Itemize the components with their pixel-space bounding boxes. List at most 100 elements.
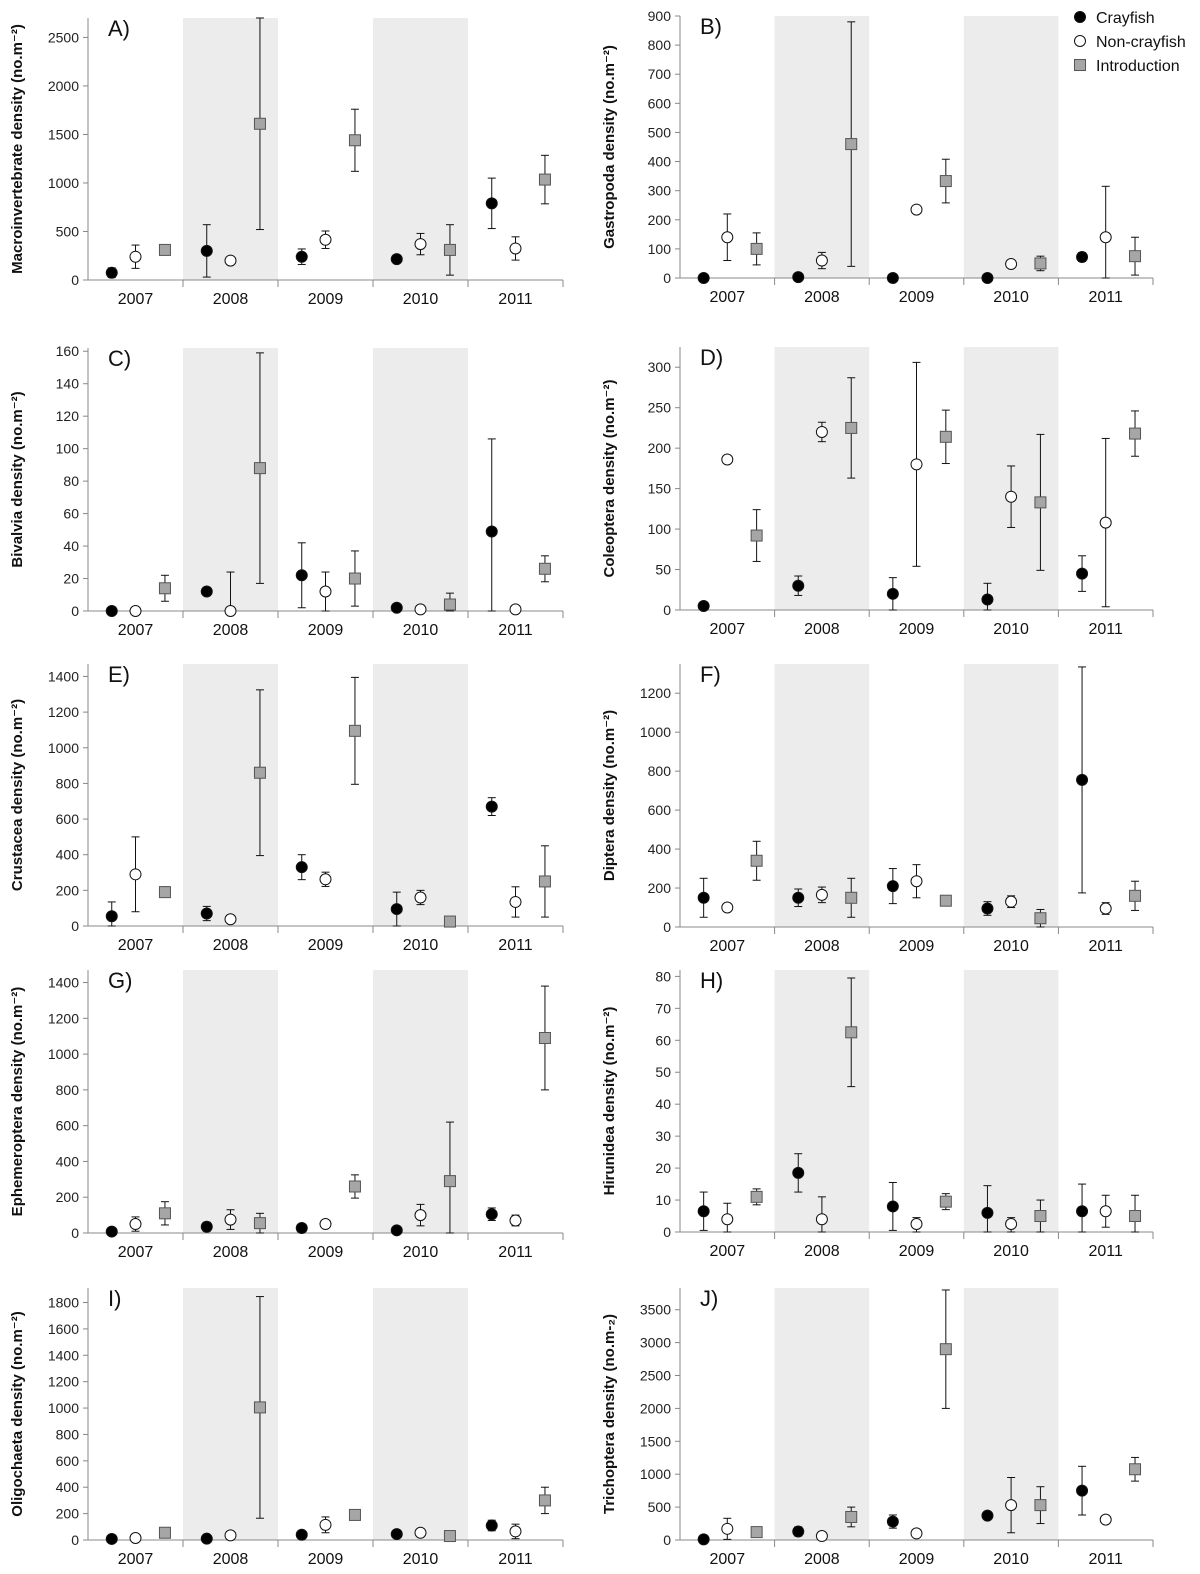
series-introduction: [158, 985, 551, 1234]
data-point-introduction: [750, 529, 763, 542]
y-tick-label: 300: [648, 359, 672, 375]
y-tick-label: 1500: [640, 1433, 671, 1449]
y-axis-title: Crustacea density (no.m⁻²): [9, 699, 26, 891]
y-tick-label: 250: [648, 400, 672, 416]
data-point-non-crayfish: [815, 1213, 828, 1226]
data-point-crayfish: [697, 599, 710, 612]
panel-label: B): [700, 14, 722, 39]
y-tick-label: 800: [648, 763, 672, 779]
y-tick-label: 400: [56, 1153, 80, 1169]
legend-marker: [1074, 59, 1086, 71]
x-tick-label: 2011: [498, 291, 533, 308]
data-point-introduction: [1129, 1210, 1142, 1223]
y-tick-label: 80: [63, 473, 79, 489]
series-non-crayfish: [721, 864, 1112, 915]
data-point-introduction: [1034, 496, 1047, 509]
y-tick-label: 1200: [48, 1010, 79, 1026]
series-introduction: [158, 676, 551, 928]
data-point-non-crayfish: [129, 1218, 142, 1231]
data-point-introduction: [845, 1026, 858, 1039]
data-point-non-crayfish: [910, 875, 923, 888]
data-point-introduction: [443, 1175, 456, 1188]
shade-band-2010: [963, 664, 1059, 927]
data-point-crayfish: [792, 271, 805, 284]
data-point-introduction: [845, 1510, 858, 1523]
y-axis-title: Oligochaeta density (no.m⁻²): [9, 1311, 26, 1516]
y-tick-label: 2500: [640, 1368, 671, 1384]
x-tick-label: 2007: [118, 291, 154, 308]
data-point-introduction: [253, 766, 266, 779]
y-tick-label: 0: [663, 919, 671, 935]
data-point-introduction: [1034, 1210, 1047, 1223]
x-tick-label: 2007: [118, 1244, 154, 1261]
y-tick-label: 60: [63, 506, 79, 522]
data-point-introduction: [348, 1508, 361, 1521]
x-tick-label: 2011: [498, 1244, 533, 1261]
x-tick-label: 2011: [498, 937, 533, 954]
legend-marker: [1074, 35, 1086, 47]
y-tick-label: 3000: [640, 1335, 671, 1351]
data-point-crayfish: [485, 1519, 498, 1532]
y-tick-label: 1500: [48, 126, 79, 142]
legend-marker: [1074, 11, 1086, 23]
data-point-crayfish: [1076, 567, 1089, 580]
data-point-introduction: [538, 1494, 551, 1507]
panel-label: G): [108, 968, 132, 993]
y-axis-title: Hirunidea density (no.m⁻²): [601, 1007, 618, 1196]
data-point-crayfish: [295, 1221, 308, 1234]
data-point-non-crayfish: [1005, 490, 1018, 503]
series-non-crayfish: [721, 185, 1112, 279]
data-point-introduction: [1034, 257, 1047, 270]
y-tick-label: 0: [663, 602, 671, 618]
data-point-crayfish: [697, 272, 710, 284]
data-point-crayfish: [981, 272, 994, 284]
data-point-introduction: [348, 134, 361, 147]
data-point-introduction: [750, 1526, 763, 1539]
data-point-non-crayfish: [319, 1518, 332, 1531]
data-point-non-crayfish: [129, 868, 142, 881]
y-tick-label: 60: [655, 1032, 671, 1048]
y-tick-label: 600: [56, 811, 80, 827]
data-point-non-crayfish: [1099, 516, 1112, 529]
y-tick-label: 600: [56, 1453, 80, 1469]
y-tick-label: 1000: [640, 1466, 671, 1482]
data-point-crayfish: [886, 1200, 899, 1213]
data-point-introduction: [845, 891, 858, 904]
y-tick-label: 2000: [640, 1400, 671, 1416]
y-tick-label: 1600: [48, 1321, 79, 1337]
y-tick-label: 0: [71, 1225, 79, 1241]
series-introduction: [158, 17, 551, 276]
y-tick-label: 80: [655, 968, 671, 984]
x-tick-label: 2008: [804, 621, 840, 638]
data-point-crayfish: [390, 253, 403, 266]
data-point-non-crayfish: [1099, 1205, 1112, 1218]
x-tick-label: 2009: [308, 622, 344, 639]
data-point-crayfish: [792, 1525, 805, 1538]
series-crayfish: [697, 1465, 1089, 1546]
data-point-crayfish: [485, 525, 498, 538]
series-crayfish: [105, 438, 498, 617]
x-tick-label: 2007: [710, 621, 746, 638]
data-point-crayfish: [295, 569, 308, 582]
shade-band-2010: [963, 970, 1059, 1232]
data-point-introduction: [538, 1031, 551, 1044]
data-point-introduction: [253, 1401, 266, 1414]
y-tick-label: 0: [663, 1224, 671, 1240]
shade-band-2010: [373, 970, 468, 1233]
series-crayfish: [697, 666, 1089, 918]
data-point-non-crayfish: [224, 605, 237, 617]
y-tick-label: 800: [56, 1426, 80, 1442]
data-point-crayfish: [697, 1205, 710, 1218]
legend-label: Introduction: [1096, 58, 1180, 75]
data-point-crayfish: [1076, 1205, 1089, 1218]
data-point-introduction: [1034, 1499, 1047, 1512]
data-point-crayfish: [200, 907, 213, 920]
x-tick-label: 2008: [213, 291, 249, 308]
series-crayfish: [697, 1153, 1089, 1233]
data-point-introduction: [253, 117, 266, 130]
panel-label: F): [700, 662, 721, 687]
x-tick-label: 2011: [498, 622, 533, 639]
y-tick-label: 200: [56, 882, 80, 898]
x-tick-label: 2011: [1088, 1551, 1123, 1568]
